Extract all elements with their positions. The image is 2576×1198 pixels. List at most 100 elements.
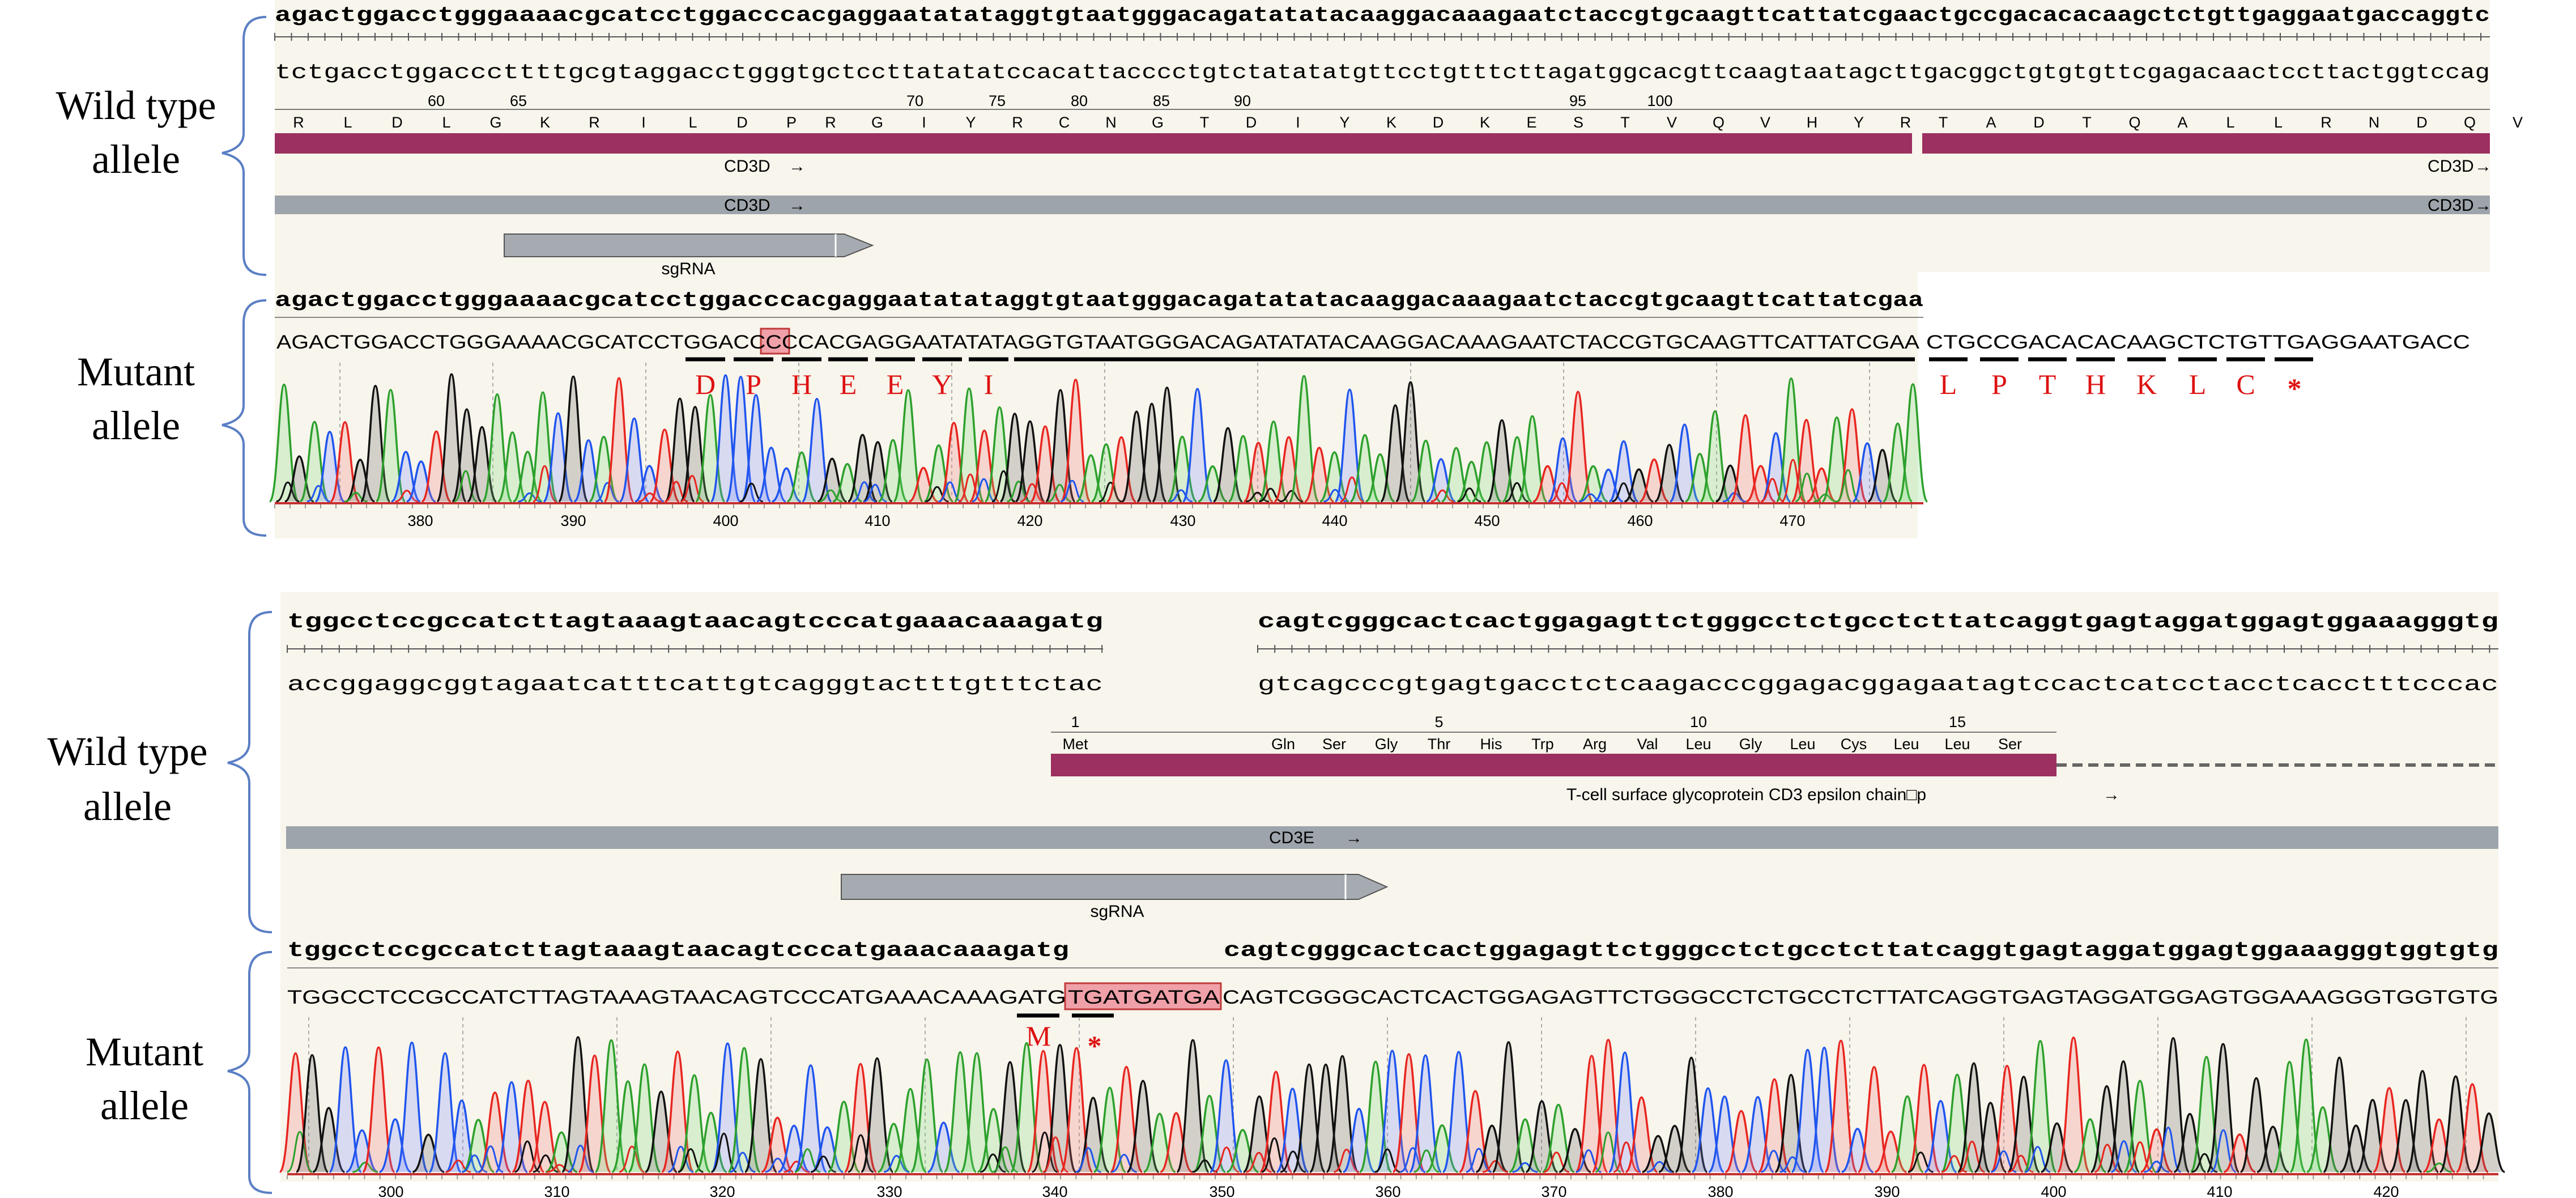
position-label: 300 (378, 1183, 403, 1198)
aa-number: 5 (1434, 713, 1443, 730)
trace-peak (2140, 1128, 2173, 1173)
bottom-wt-label-line2: allele (83, 784, 172, 829)
trace-secondary-peak (739, 482, 764, 503)
trace-secondary-peak (638, 492, 662, 503)
aa-letter: L (688, 114, 697, 131)
trace-secondary-peak (352, 1162, 378, 1173)
trace-peak (1343, 1107, 1376, 1173)
bottom-aa-names: Met Gln Ser Gly Thr His Trp Arg Val Leu Gly Leu Cys L… (1062, 736, 2022, 753)
aa-letter: D (1433, 114, 1444, 131)
trace-secondary-peak (1781, 458, 1805, 503)
position-label: 420 (1017, 512, 1042, 529)
trace-peak (2340, 1124, 2373, 1173)
trace-peak (894, 1087, 927, 1173)
mutant-aa: K (2136, 368, 2157, 400)
aa-letter: L (2274, 114, 2283, 131)
trace-peak (786, 451, 817, 503)
aa-number: 100 (1647, 92, 1672, 109)
aa-number: 60 (428, 92, 445, 109)
position-label: 340 (1042, 1183, 1067, 1198)
position-label: 440 (1322, 512, 1347, 529)
top-wt-label-line1: Wild type (56, 83, 216, 128)
aa-letter: D (391, 114, 403, 131)
aa-letter: R (825, 114, 836, 131)
aa-letter: D (736, 114, 748, 131)
trace-peak (2306, 1106, 2339, 1173)
trace-secondary-peak (784, 1161, 810, 1173)
trace-secondary-peak (1430, 489, 1454, 503)
trace-peak (1509, 1118, 1542, 1173)
trace-secondary-peak (547, 1164, 573, 1173)
mutant-aa: C (2236, 368, 2255, 400)
position-label: 320 (709, 1183, 735, 1198)
trace-secondary-peak (619, 1145, 645, 1173)
trace-peak (1807, 467, 1837, 503)
top-position-axis: 380 390 400 410 420 430 440 450 460 470 (274, 504, 1912, 529)
trace-peak (2041, 1122, 2073, 1173)
trace-secondary-peak (883, 1154, 910, 1173)
trace-secondary-peak (2155, 1127, 2182, 1173)
trace-peak (346, 1129, 378, 1173)
trace-peak (1774, 1073, 1808, 1173)
trace-peak (2206, 1043, 2240, 1173)
trace-peak (2073, 1118, 2107, 1173)
top-cd3d-exon-bar-2 (1922, 133, 2490, 154)
aa-letter: G (871, 114, 883, 131)
trace-secondary-peak (992, 1146, 1019, 1173)
trace-peak (1924, 1100, 1957, 1173)
trace-peak (771, 467, 802, 503)
bottom-mut-highlight-box (1064, 982, 1222, 1010)
trace-secondary-peak (2191, 1153, 2218, 1173)
trace-peak (1685, 453, 1715, 503)
aa-number: 80 (1071, 92, 1088, 109)
aa-number: 90 (1234, 92, 1251, 109)
aa-letter: A (1986, 114, 1996, 131)
trace-peak (1457, 461, 1487, 503)
trace-secondary-peak (980, 1153, 1006, 1173)
top-wt-bracket (222, 16, 267, 276)
bottom-cd3e-gene-bar (286, 826, 2498, 849)
trace-peak (2056, 1036, 2090, 1173)
top-wt-top-seq-2: acgaggaatatataggtgtaatgggacagatatatacaag… (796, 4, 1923, 28)
top-wt-bottom-seq-3: gacggctgtgtgttcgagacaactccttactggtccag (1923, 61, 2490, 85)
trace-secondary-peak (765, 1157, 791, 1173)
trace-secondary-peak (1169, 489, 1193, 503)
top-cd3d-gene-arrow-1: → (789, 196, 806, 215)
trace-secondary-peak (1550, 482, 1574, 503)
trace-peak (1198, 465, 1228, 503)
trace-secondary-peak (1505, 482, 1529, 503)
trace-peak (927, 1121, 960, 1173)
top-mut-read-seq: AGACTGGACCTGGGAAAACGCATCCTGGACCCCCACGAGG… (276, 332, 1919, 353)
trace-peak (542, 412, 574, 503)
trace-secondary-peak (1340, 476, 1364, 503)
bottom-background (280, 592, 2498, 1182)
trace-peak (1160, 1112, 1193, 1173)
position-label: 390 (1874, 1183, 1900, 1198)
trace-peak (395, 1042, 429, 1173)
position-label: 410 (865, 512, 890, 529)
top-wt-top-seq-1: agactggacctgggaaaacgcatcctggaccc (275, 4, 796, 28)
aa-letter: T (2082, 114, 2092, 131)
top-wt-bottom-seq-1: tctgacctggacccttttgcgtaggacctggg (275, 61, 796, 85)
trace-secondary-peak (395, 490, 419, 503)
trace-secondary-peak (972, 478, 996, 503)
bottom-mut-read-highlight: TGATGATGA (1068, 987, 1220, 1008)
trace-peak (832, 463, 862, 503)
top-wt-top-seq-3: ctgccgacacacaagctctgttgaggaatgaccaggtc (1923, 4, 2490, 28)
trace-peak (1502, 436, 1532, 503)
bottom-sgrna-arrow (841, 874, 1389, 900)
bottom-wt-top-seq-1: tggcctccgccatcttagtaaagtaacagtcccatgaaac… (287, 610, 1103, 634)
aa-number: 65 (510, 92, 527, 109)
top-wt-ruler-ticks (274, 33, 2481, 41)
top-cd3d-gene-arrow-2: → (2475, 196, 2492, 215)
trace-secondary-peak (1483, 1160, 1509, 1173)
position-label: 430 (1170, 512, 1195, 529)
aa-letter: A (2177, 114, 2187, 131)
bottom-mut-read-right: CAGTCGGGCACTCACTGGAGAGTTCTGGGCCTCTGCCTCT… (1223, 987, 2498, 1008)
aa-name: Thr (1428, 736, 1451, 753)
position-label: 460 (1627, 512, 1653, 529)
aa-letter: Q (1713, 114, 1725, 131)
trace-peak (2389, 1099, 2422, 1173)
trace-peak (1093, 1086, 1126, 1173)
top-mut-ref-seq-1: agactggacctgggaaaacgcatcctggaccc (275, 289, 796, 313)
